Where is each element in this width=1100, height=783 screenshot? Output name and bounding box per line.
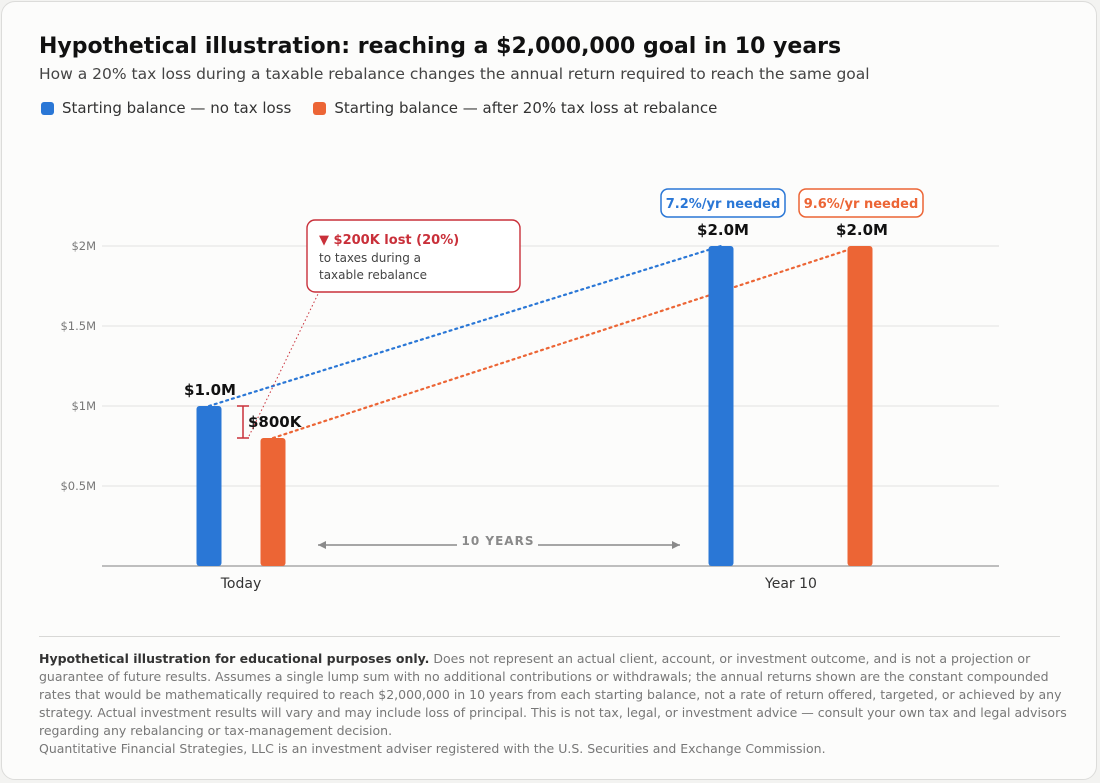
bar-chart: $0.5M $1M $1.5M $2M Today Year 10 $1.0M $2.0M $8… xyxy=(60,188,999,592)
x-tick-label: Today xyxy=(220,576,262,592)
growth-path-line xyxy=(271,244,862,440)
footnote: Hypothetical illustration for educationa… xyxy=(39,650,1069,758)
legend-swatch-blue xyxy=(41,101,54,115)
x-tick-label: Year 10 xyxy=(764,576,817,592)
chart-subtitle: How a 20% tax loss during a taxable reba… xyxy=(39,65,870,83)
rate-badge-label: 7.2%/yr needed xyxy=(666,197,781,212)
y-tick-label: $1M xyxy=(71,399,96,413)
y-tick-label: $2M xyxy=(71,239,96,253)
loss-callout-box xyxy=(306,219,521,293)
bar-no-tax-loss xyxy=(708,246,734,566)
y-tick-label: $0.5M xyxy=(60,479,96,493)
bar-after-tax-loss xyxy=(847,246,873,566)
footnote-disclosure: Quantitative Financial Strategies, LLC i… xyxy=(39,741,826,756)
y-tick-label: $1.5M xyxy=(60,319,96,333)
bar-after-tax-loss xyxy=(260,438,286,566)
span-arrow-head-right xyxy=(672,541,680,549)
legend-label-after-tax-loss: Starting balance — after 20% tax loss at… xyxy=(334,99,718,117)
rate-badge xyxy=(660,188,786,218)
footnote-divider xyxy=(39,636,1060,637)
legend-swatch-orange xyxy=(313,101,327,115)
legend: Starting balance — no tax loss Starting … xyxy=(41,99,739,117)
data-label: $1.0M xyxy=(184,381,236,399)
legend-item-after-tax-loss: Starting balance — after 20% tax loss at… xyxy=(313,99,717,117)
rate-badge-label: 9.6%/yr needed xyxy=(804,197,919,212)
legend-item-no-tax-loss: Starting balance — no tax loss xyxy=(41,99,291,117)
span-label: 10 YEARS xyxy=(462,534,535,548)
loss-callout-headline: ▼ $200K lost (20%) xyxy=(319,233,459,248)
footnote-body: Does not represent an actual client, acc… xyxy=(39,651,1067,738)
chart-title: Hypothetical illustration: reaching a $2… xyxy=(39,34,842,59)
legend-label-no-tax-loss: Starting balance — no tax loss xyxy=(62,99,292,117)
data-label: $2.0M xyxy=(836,221,888,239)
rate-badge xyxy=(798,188,924,218)
data-label: $2.0M xyxy=(697,221,749,239)
growth-path-line xyxy=(207,244,723,408)
loss-callout-text: taxable rebalance xyxy=(319,268,427,282)
footnote-bold: Hypothetical illustration for educationa… xyxy=(39,651,430,666)
span-arrow-head-left xyxy=(318,541,326,549)
data-label: $800K xyxy=(248,413,303,431)
loss-callout-text: to taxes during a xyxy=(319,251,421,265)
bar-no-tax-loss xyxy=(196,406,222,566)
